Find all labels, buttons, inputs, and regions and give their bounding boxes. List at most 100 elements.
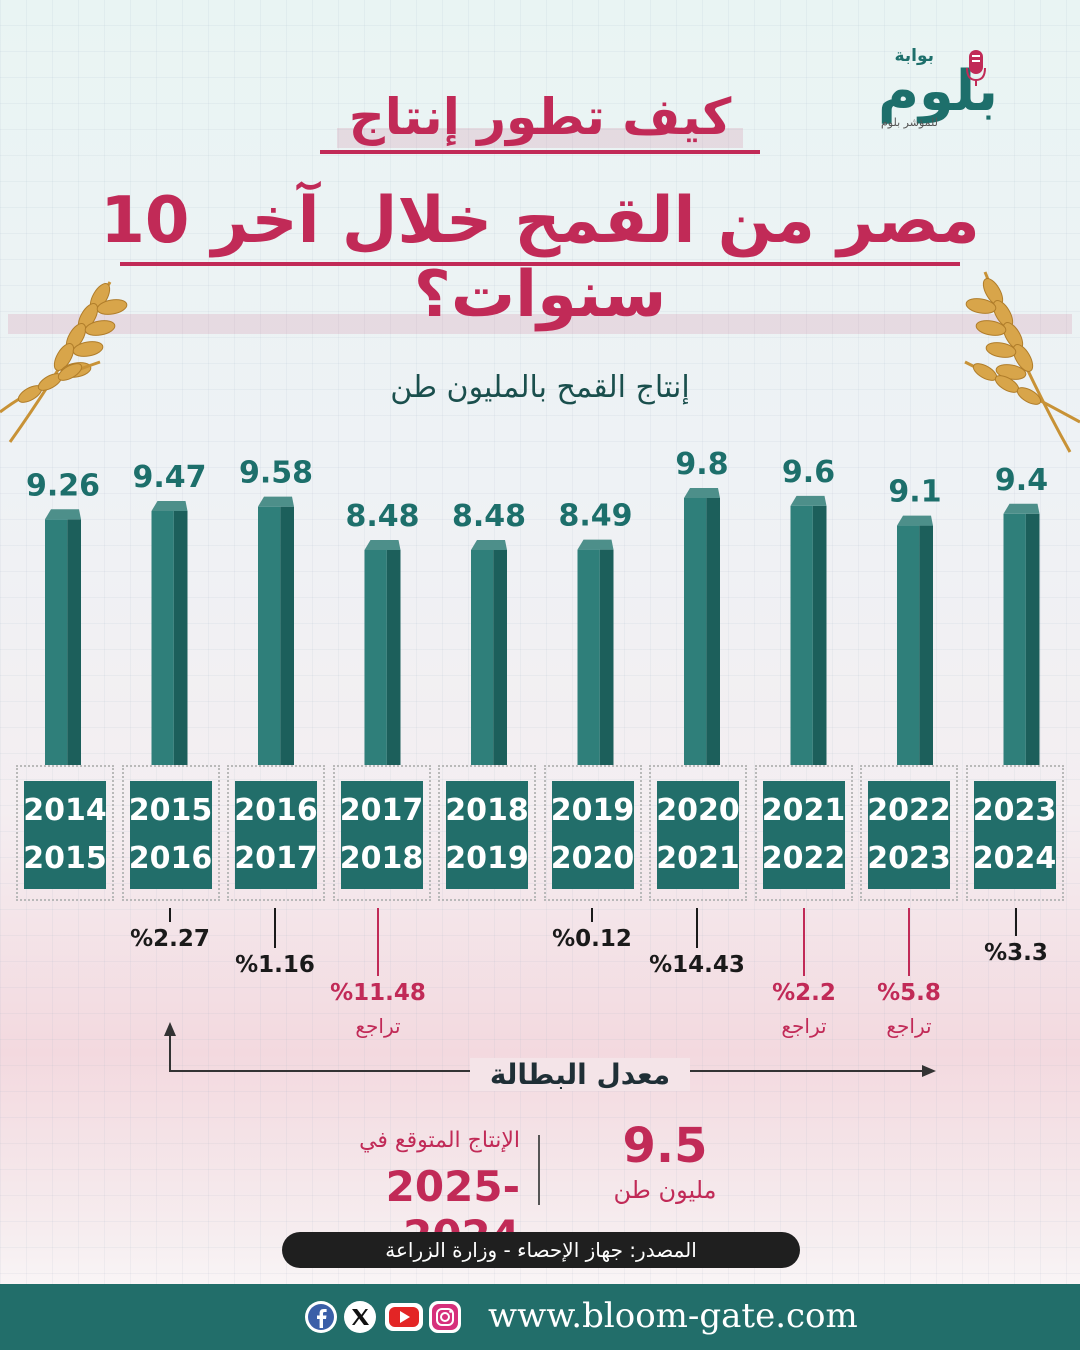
bar-front: [364, 550, 387, 765]
bar-side: [67, 519, 81, 765]
year-end: 2023: [867, 841, 951, 876]
change-value: %14.43: [649, 952, 745, 978]
change-value: %3.3: [984, 940, 1048, 966]
bar-chart: 9.26 9.47 9.58 8.48 8.48 8.49 9.8 9.6 9.1 9.4: [26, 447, 1048, 765]
title-line-2-row: مصر من القمح خلال آخر 10 سنوات؟: [0, 184, 1080, 338]
bar-value-label: 9.8: [675, 447, 728, 482]
change-tick: [696, 908, 698, 948]
bar-cap: [45, 509, 81, 520]
year-start: 2023: [972, 793, 1057, 828]
brand-top-text: بوابة: [894, 46, 934, 66]
year-box: 2015 2016: [121, 765, 220, 901]
bar-front: [897, 525, 920, 765]
year-end: 2020: [550, 841, 635, 876]
bar-1: [151, 501, 188, 765]
change-tick: [803, 908, 805, 976]
bar-front: [258, 506, 281, 765]
change-tick: [377, 908, 379, 976]
bar-cap: [258, 496, 294, 507]
change-value: %5.8: [877, 980, 941, 1006]
brand-sub-text: للمؤشر بلوم: [880, 116, 938, 129]
year-box: 2019 2020: [543, 765, 642, 901]
change-value: %0.12: [552, 926, 632, 952]
year-box: 2016 2017: [227, 765, 325, 901]
x-icon[interactable]: [343, 1300, 377, 1334]
bar-side: [919, 525, 933, 765]
year-box: 2023 2024: [965, 765, 1064, 901]
year-label: 2022 2023: [867, 781, 951, 889]
year-start: 2014: [23, 793, 107, 828]
year-start: 2019: [550, 793, 635, 828]
year-start: 2022: [867, 793, 951, 828]
youtube-icon[interactable]: [384, 1300, 424, 1334]
change-value: %1.16: [235, 952, 315, 978]
year-box: 2020 2021: [649, 765, 747, 901]
year-end: 2024: [972, 841, 1057, 876]
bar-side: [706, 498, 720, 765]
title-underline-1: [320, 150, 760, 154]
bar-cap: [1003, 503, 1040, 514]
year-label: 2017 2018: [340, 781, 423, 889]
year-start: 2016: [234, 793, 318, 828]
bar-front: [471, 550, 494, 765]
change-tick: [274, 908, 276, 948]
year-box: 2017 2018: [332, 765, 431, 901]
year-end: 2022: [761, 841, 846, 876]
bar-value-label: 9.26: [26, 468, 100, 503]
change-value: %2.2: [772, 980, 836, 1006]
year-label: 2014 2015: [23, 781, 107, 889]
bar-cap: [790, 495, 827, 506]
bar-0: [45, 509, 81, 765]
bar-value-label: 9.47: [132, 460, 206, 495]
bar-7: [790, 495, 827, 765]
bar-front: [684, 498, 707, 765]
instagram-icon[interactable]: [428, 1300, 462, 1334]
bar-front: [577, 549, 600, 765]
bar-value-label: 8.48: [452, 499, 526, 534]
year-label: 2019 2020: [550, 781, 635, 889]
bar-9: [1003, 503, 1040, 765]
bar-cap: [151, 501, 188, 511]
change-tick: [1015, 908, 1017, 936]
change-tick: [908, 908, 910, 976]
wheat-left-icon: [0, 281, 128, 443]
bar-side: [1025, 513, 1040, 765]
bar-5: [577, 539, 614, 765]
title-underline-2: [120, 262, 960, 266]
year-label: 2021 2022: [761, 781, 846, 889]
title-line-1: كيف تطور إنتاج: [329, 88, 752, 152]
year-start: 2018: [445, 793, 529, 828]
bar-side: [386, 550, 401, 765]
wheat-right-icon: [964, 271, 1080, 453]
bar-2: [258, 496, 294, 765]
bar-value-label: 8.48: [345, 499, 419, 534]
year-label: 2018 2019: [445, 781, 529, 889]
arrow-label: معدل البطالة: [470, 1058, 690, 1091]
bar-side: [599, 549, 614, 765]
bar-side: [812, 505, 827, 765]
bar-side: [493, 550, 507, 765]
bar-side: [173, 511, 188, 765]
facebook-icon[interactable]: [304, 1300, 338, 1334]
bar-value-label: 9.58: [239, 456, 313, 491]
year-box: 2021 2022: [754, 765, 853, 901]
bar-cap: [471, 540, 507, 550]
bar-front: [790, 505, 813, 765]
website-link[interactable]: www.bloom-gate.com: [488, 1296, 858, 1336]
bar-value-label: 9.1: [888, 475, 941, 510]
bar-value-label: 8.49: [558, 499, 632, 534]
bar-4: [471, 540, 507, 765]
year-start: 2020: [656, 793, 740, 828]
change-tick: [591, 908, 593, 922]
change-value: %11.48: [330, 980, 426, 1006]
chart-subtitle: إنتاج القمح بالمليون طن: [390, 370, 690, 405]
year-end: 2017: [234, 841, 318, 876]
forecast-value: 9.5: [622, 1118, 708, 1174]
source-note: المصدر: جهاز الإحصاء - وزارة الزراعة: [282, 1232, 800, 1268]
change-value: %2.27: [130, 926, 210, 952]
year-label: 2023 2024: [972, 781, 1057, 889]
forecast-unit: مليون طن: [613, 1176, 717, 1204]
bar-3: [364, 540, 401, 765]
change-note: تراجع: [355, 1014, 401, 1038]
brand-logo: بوابة بلوم للمؤشر بلوم: [848, 42, 1008, 134]
